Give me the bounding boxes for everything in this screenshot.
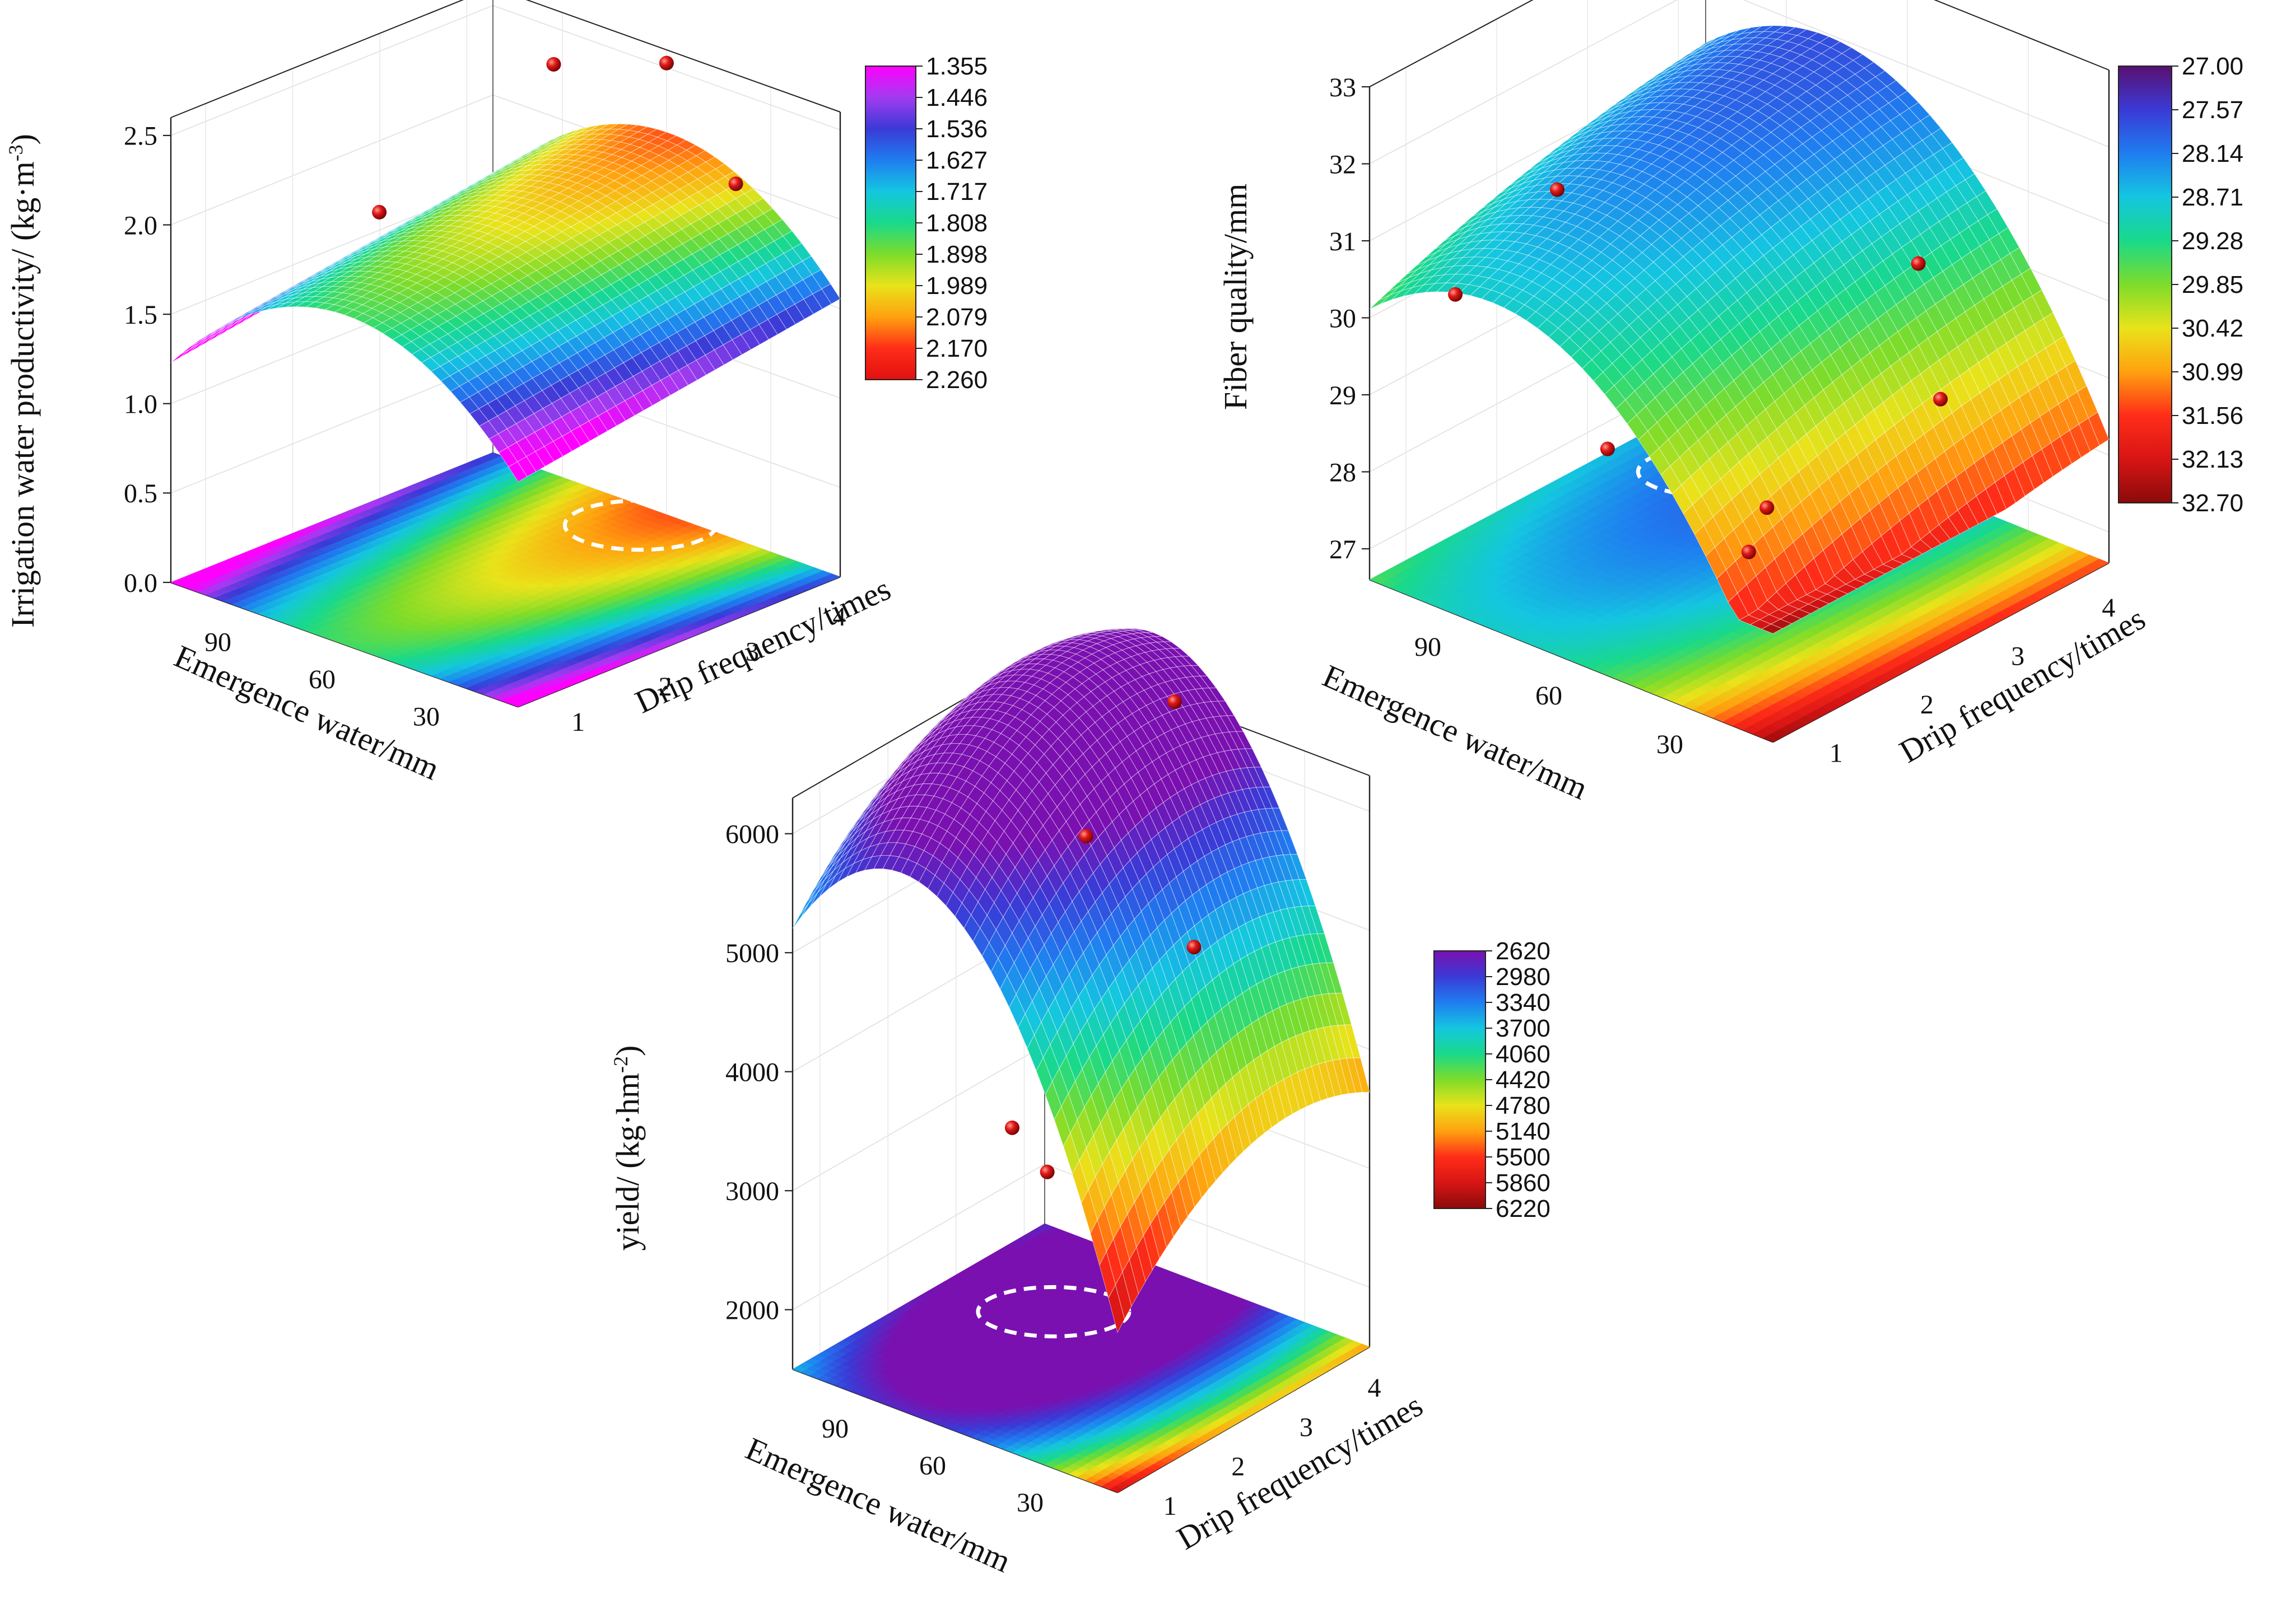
z-gridline	[170, 5, 841, 136]
floor-contour	[170, 452, 841, 707]
z-tick-label: 0.5	[124, 479, 157, 508]
z-tick-label: 0.0	[124, 568, 157, 598]
z-tick-label: 2.5	[124, 122, 157, 151]
data-point	[546, 57, 561, 72]
x-tick-label: 60	[309, 665, 336, 694]
z-tick-label: 1.5	[124, 300, 157, 330]
colorbar-label: 1.627	[926, 147, 988, 174]
colorbar-label: 1.808	[926, 209, 988, 237]
z-tick-label: 1.0	[124, 390, 157, 419]
z-axis-title: Irrigation water productivity/ (kg·m-3)	[4, 134, 41, 628]
colorbar: 1.355 1.446 1.536 1.627 1.717 1.808 1.898 1.989…	[865, 53, 988, 394]
data-point	[728, 176, 743, 192]
y-tick-label: 1	[571, 707, 585, 737]
colorbar-label: 1.989	[926, 272, 988, 300]
colorbar-label: 2.079	[926, 304, 988, 331]
top-left-edge	[170, 0, 464, 118]
colorbar-gradient	[865, 66, 916, 380]
surface-cell	[170, 349, 190, 363]
colorbar-label: 1.717	[926, 178, 988, 206]
colorbar-label: 1.355	[926, 53, 988, 80]
colorbar-label: 1.446	[926, 84, 988, 111]
z-tick-label: 2.0	[124, 211, 157, 240]
colorbar-label: 2.260	[926, 366, 988, 394]
data-point	[372, 204, 387, 220]
response-surface	[170, 123, 841, 482]
colorbar-label: 1.536	[926, 115, 988, 143]
colorbar-label: 1.898	[926, 241, 988, 268]
x-tick-label: 30	[413, 702, 440, 732]
top-right-edge	[525, 0, 841, 113]
colorbar-label: 2.170	[926, 335, 988, 362]
surface-cell	[179, 344, 199, 358]
data-point	[659, 55, 674, 71]
